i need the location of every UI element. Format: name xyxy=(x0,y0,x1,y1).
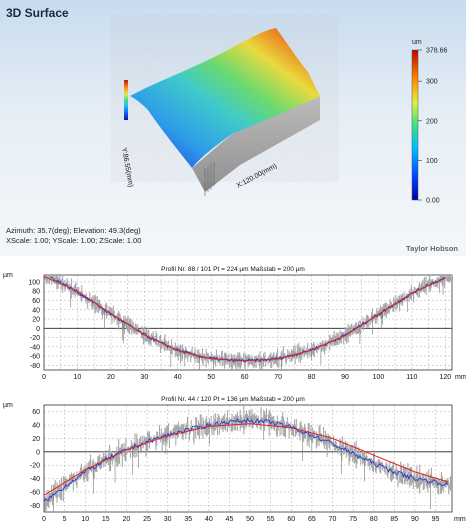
surface-side-wall xyxy=(192,96,320,192)
x-tick-label: 80 xyxy=(370,516,378,523)
x-tick-label: 10 xyxy=(74,374,82,381)
profile-title: Profil Nr. 88 / 101 Pt = 224 µm Maßstab … xyxy=(161,266,305,273)
x-tick-label: 30 xyxy=(164,516,172,523)
y-tick-label: 40 xyxy=(32,307,40,314)
y-tick-label: -80 xyxy=(30,363,40,370)
scale-info: XScale: 1.00; YScale: 1.00; ZScale: 1.00 xyxy=(6,236,142,245)
y-tick-label: -20 xyxy=(30,463,40,470)
x-tick-label: 70 xyxy=(329,516,337,523)
surface-view-panel: 3D Surface xyxy=(0,0,466,256)
x-tick-label: 40 xyxy=(174,374,182,381)
y-tick-label: -60 xyxy=(30,489,40,496)
x-tick-label: 65 xyxy=(308,516,316,523)
surface-x-axis-label: X:120.00(mm) xyxy=(236,163,278,190)
x-tick-label: 75 xyxy=(349,516,357,523)
profile-line-blue xyxy=(44,417,449,503)
x-tick-label: 10 xyxy=(81,516,89,523)
colorbar-unit: um xyxy=(412,39,422,46)
y-tick-label: 60 xyxy=(32,298,40,305)
x-tick-label: 25 xyxy=(143,516,151,523)
y-tick-label: 0 xyxy=(36,326,40,333)
colorbar xyxy=(411,49,419,201)
y-tick-label: -20 xyxy=(30,335,40,342)
x-tick-label: 95 xyxy=(432,516,440,523)
plot-frame xyxy=(43,274,453,371)
profile-chart-1: Profil Nr. 88 / 101 Pt = 224 µm Maßstab … xyxy=(0,256,466,386)
x-tick-label: 15 xyxy=(102,516,110,523)
x-tick-label: 35 xyxy=(184,516,192,523)
colorbar-label: 0.00 xyxy=(426,198,440,205)
surface-3d-plot: X:120.00(mm) Y:86.55(mm) um 378.66 300 200… xyxy=(120,28,448,205)
y-tick-label: 20 xyxy=(32,317,40,324)
y-tick-label: 80 xyxy=(32,289,40,296)
surface-y-axis-label: Y:86.55(mm) xyxy=(120,147,134,188)
x-tick-label: 80 xyxy=(308,374,316,381)
y-tick-label: 100 xyxy=(28,279,40,286)
brand-label: Taylor Hobson xyxy=(406,244,458,253)
colorbar-label: 100 xyxy=(426,158,438,165)
x-tick-label: 100 xyxy=(373,374,385,381)
x-tick-label: 85 xyxy=(390,516,398,523)
y-tick-label: -40 xyxy=(30,476,40,483)
x-tick-label: 50 xyxy=(246,516,254,523)
x-tick-label: 20 xyxy=(123,516,131,523)
x-tick-label: 90 xyxy=(341,374,349,381)
x-tick-label: 120 xyxy=(439,374,451,381)
colorbar-ticks: 378.66 300 200 100 0.00 xyxy=(418,48,448,205)
x-tick-label: 5 xyxy=(63,516,67,523)
surface-mesh xyxy=(130,28,320,168)
x-tick-label: 40 xyxy=(205,516,213,523)
y-tick-label: 60 xyxy=(32,409,40,416)
x-tick-label: 50 xyxy=(207,374,215,381)
x-tick-label: 0 xyxy=(42,374,46,381)
surface-drop-lines xyxy=(204,162,215,196)
x-tick-label: mm xyxy=(454,516,466,523)
profile-background xyxy=(0,386,466,524)
y-tick-label: -40 xyxy=(30,344,40,351)
y-tick-label: 40 xyxy=(32,423,40,430)
x-tick-label: 60 xyxy=(241,374,249,381)
y-axis-label: µm xyxy=(3,402,13,409)
x-axis-unit: mm xyxy=(455,374,466,381)
x-tick-label: 90 xyxy=(411,516,419,523)
y-tick-label: 0 xyxy=(36,449,40,456)
raw-profile-noise xyxy=(44,405,452,512)
x-tick-label: 30 xyxy=(140,374,148,381)
x-tick-label: 20 xyxy=(107,374,115,381)
x-tick-label: 70 xyxy=(274,374,282,381)
view-angle-info: Azimuth: 35.7(deg); Elevation: 49.3(deg) xyxy=(6,226,141,235)
profile-chart-2: Profil Nr. 44 / 120 Pt = 136 µm Maßstab … xyxy=(0,386,466,524)
colorbar-label: 300 xyxy=(426,79,438,86)
mini-colorbar xyxy=(124,80,128,120)
y-tick-label: 20 xyxy=(32,436,40,443)
colorbar-label: 200 xyxy=(426,118,438,125)
x-tick-label: 0 xyxy=(42,516,46,523)
plot-frame xyxy=(43,404,453,513)
y-tick-label: -80 xyxy=(30,503,40,510)
y-tick-label: -60 xyxy=(30,354,40,361)
x-tick-label: 110 xyxy=(406,374,417,381)
x-tick-label: 45 xyxy=(226,516,234,523)
surface-title: 3D Surface xyxy=(6,6,69,20)
colorbar-label: 378.66 xyxy=(426,48,448,55)
y-axis-label: µm xyxy=(3,272,13,279)
x-tick-label: 55 xyxy=(267,516,275,523)
profile-title: Profil Nr. 44 / 120 Pt = 136 µm Maßstab … xyxy=(161,396,305,403)
x-tick-label: 60 xyxy=(287,516,295,523)
